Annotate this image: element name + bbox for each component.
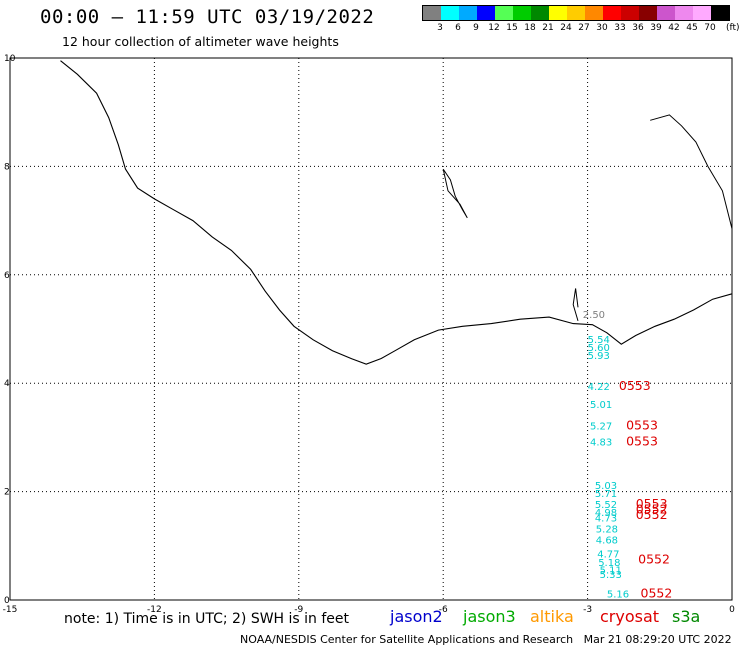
color-scale-bar: [422, 5, 730, 21]
color-swatch: [567, 6, 585, 20]
x-tick-label: -9: [294, 605, 303, 615]
color-scale-label: 33: [614, 23, 626, 33]
wave-height-label: 0552: [641, 585, 673, 600]
wave-height-label: 5.93: [588, 351, 610, 362]
color-scale-legend: (ft) 3 6 9 12 15 18 21 24 27 30 33 36 39 42 45 70: [422, 5, 740, 35]
x-tick-label: -6: [439, 605, 448, 615]
color-scale-unit: (ft): [726, 23, 740, 33]
color-scale-label: 21: [542, 23, 554, 33]
wave-height-label: 4.83: [590, 438, 612, 449]
color-swatch: [513, 6, 531, 20]
wave-height-label: 5.33: [600, 570, 622, 581]
legend-note: note: 1) Time is in UTC; 2) SWH is in fe…: [64, 611, 350, 627]
color-scale-label: 6: [455, 23, 461, 33]
wave-height-label: 5.16: [607, 589, 629, 600]
wave-height-label: 4.73: [595, 514, 617, 525]
color-swatch: [603, 6, 621, 20]
coastline-patch: [572, 288, 579, 322]
legend-sat-altika: altika: [530, 607, 574, 626]
footer-credit: NOAA/NESDIS Center for Satellite Applica…: [240, 633, 732, 646]
color-swatch: [657, 6, 675, 20]
wave-height-label: 5.60: [588, 343, 610, 354]
color-scale-label: 3: [437, 23, 443, 33]
y-tick-label: 2: [4, 488, 10, 498]
color-swatch: [693, 6, 711, 20]
y-tick-label: 6: [4, 271, 10, 281]
color-scale-label: 12: [488, 23, 500, 33]
color-scale-label: 15: [506, 23, 518, 33]
x-tick-label: -3: [583, 605, 592, 615]
wave-height-label: 0553: [626, 434, 658, 449]
color-scale-label: 30: [596, 23, 608, 33]
wave-height-label: 5.52: [595, 500, 617, 511]
color-swatch: [639, 6, 657, 20]
y-tick-label: 0: [4, 596, 10, 606]
color-scale-label: 36: [632, 23, 644, 33]
y-tick-label: 8: [4, 162, 10, 172]
x-tick-label: 0: [729, 605, 735, 615]
wave-height-label: 5.03: [595, 481, 617, 492]
wave-height-label: 5.27: [590, 421, 612, 432]
color-swatch: [459, 6, 477, 20]
color-scale-label: 24: [560, 23, 572, 33]
wave-height-label: 5.11: [600, 566, 622, 577]
color-scale-labels: (ft) 3 6 9 12 15 18 21 24 27 30 33 36 39 42 45 70: [422, 21, 739, 35]
coastline-patch: [650, 114, 733, 229]
color-scale-label: 42: [668, 23, 680, 33]
wave-height-label: 5.18: [598, 558, 620, 569]
wave-height-label: 0552: [636, 507, 668, 522]
footer-timestamp: Mar 21 08:29:20 UTC 2022: [583, 633, 732, 646]
plot-frame: [9, 57, 733, 601]
color-swatch: [549, 6, 567, 20]
wave-height-label: 4.77: [597, 549, 619, 560]
coastline: [60, 60, 733, 365]
wave-height-label: 4.68: [596, 535, 618, 546]
color-scale-label: 27: [578, 23, 590, 33]
color-swatch: [441, 6, 459, 20]
wave-height-label: 0552: [638, 551, 670, 566]
color-swatch: [621, 6, 639, 20]
map-subtitle: 12 hour collection of altimeter wave hei…: [62, 34, 339, 49]
legend-sat-jason2: jason2: [390, 607, 443, 626]
wave-height-label: 4.22: [588, 382, 610, 393]
color-scale-label: 18: [524, 23, 536, 33]
x-tick-label: -15: [3, 605, 18, 615]
color-swatch: [423, 6, 441, 20]
wave-height-label: 0553: [626, 417, 658, 432]
wave-height-label: 5.54: [588, 335, 610, 346]
wave-height-label: 5.71: [595, 489, 617, 500]
color-scale-label: 39: [650, 23, 662, 33]
color-swatch: [585, 6, 603, 20]
color-swatch: [477, 6, 495, 20]
footer-credit-text: NOAA/NESDIS Center for Satellite Applica…: [240, 633, 574, 646]
color-swatch: [675, 6, 693, 20]
wave-height-label: 0552: [636, 501, 668, 516]
color-swatch: [711, 6, 729, 20]
x-tick-label: -12: [147, 605, 162, 615]
y-tick-label: 10: [4, 54, 16, 64]
color-swatch: [495, 6, 513, 20]
map-title: 00:00 – 11:59 UTC 03/19/2022: [40, 6, 375, 28]
color-scale-label: 45: [686, 23, 698, 33]
legend-sat-s3a: s3a: [672, 607, 701, 626]
coastline-patch: [442, 168, 468, 219]
legend-sat-cryosat: cryosat: [600, 607, 660, 626]
y-tick-label: 4: [4, 379, 10, 389]
wave-height-label: 2.50: [583, 310, 605, 321]
wave-height-label: 5.28: [596, 524, 618, 535]
color-swatch: [531, 6, 549, 20]
wave-height-label: 0553: [636, 496, 668, 511]
wave-height-label: 0553: [619, 378, 651, 393]
color-scale-label: 70: [704, 23, 716, 33]
wave-height-label: 5.01: [590, 400, 612, 411]
legend-sat-jason3: jason3: [463, 607, 516, 626]
wave-height-label: 4.98: [595, 508, 617, 519]
color-scale-label: 9: [473, 23, 479, 33]
